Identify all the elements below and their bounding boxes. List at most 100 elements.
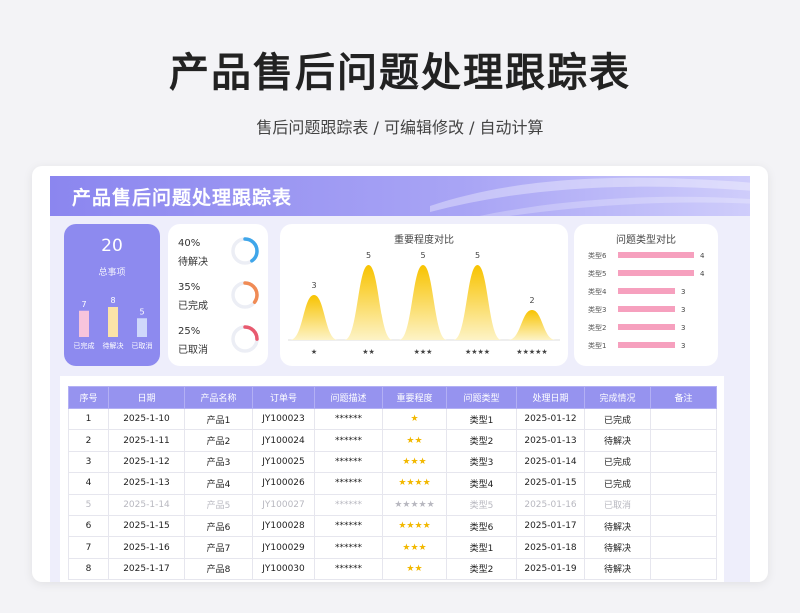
table-row[interactable]: 1 2025-1-10 产品1 JY100023 ****** ★ 类型1 2025-01-1… (68, 407, 717, 431)
table-cell-type[interactable]: 类型1 (446, 536, 517, 559)
column-header[interactable]: 产品名称 (184, 386, 253, 409)
table-cell-note[interactable] (650, 557, 717, 581)
column-header[interactable]: 日期 (108, 386, 185, 409)
table-cell-handled[interactable]: 2025-01-18 (516, 536, 585, 559)
table-cell-product[interactable]: 产品5 (184, 493, 253, 516)
table-cell-type[interactable]: 类型5 (446, 493, 517, 516)
table-cell-type[interactable]: 类型3 (446, 450, 517, 474)
table-cell-product[interactable]: 产品1 (184, 407, 253, 431)
table-cell-note[interactable] (650, 407, 717, 431)
table-cell-date[interactable]: 2025-1-14 (108, 493, 185, 516)
table-cell-product[interactable]: 产品2 (184, 429, 253, 452)
table-cell-status[interactable]: 待解决 (584, 557, 651, 581)
table-cell-note[interactable] (650, 472, 717, 495)
table-cell-stars[interactable]: ★★★★★ (382, 493, 447, 516)
table-cell-order[interactable]: JY100030 (252, 557, 315, 581)
table-cell-order[interactable]: JY100025 (252, 450, 315, 474)
column-header[interactable]: 问题类型 (446, 386, 517, 409)
table-cell-no[interactable]: 6 (68, 514, 109, 538)
table-cell-type[interactable]: 类型1 (446, 407, 517, 431)
column-header[interactable]: 处理日期 (516, 386, 585, 409)
column-header[interactable]: 重要程度 (382, 386, 447, 409)
table-cell-handled[interactable]: 2025-01-17 (516, 514, 585, 538)
table-cell-desc[interactable]: ****** (314, 536, 383, 559)
table-cell-product[interactable]: 产品6 (184, 514, 253, 538)
table-cell-order[interactable]: JY100023 (252, 407, 315, 431)
table-cell-type[interactable]: 类型4 (446, 472, 517, 495)
table-cell-handled[interactable]: 2025-01-15 (516, 472, 585, 495)
table-cell-date[interactable]: 2025-1-17 (108, 557, 185, 581)
table-cell-order[interactable]: JY100029 (252, 536, 315, 559)
table-cell-date[interactable]: 2025-1-16 (108, 536, 185, 559)
table-cell-desc[interactable]: ****** (314, 557, 383, 581)
table-cell-date[interactable]: 2025-1-10 (108, 407, 185, 431)
table-cell-no[interactable]: 7 (68, 536, 109, 559)
table-cell-order[interactable]: JY100024 (252, 429, 315, 452)
table-row[interactable]: 6 2025-1-15 产品6 JY100028 ****** ★★★★ 类型6 2025-0… (68, 514, 717, 538)
table-cell-product[interactable]: 产品8 (184, 557, 253, 581)
table-cell-desc[interactable]: ****** (314, 407, 383, 431)
table-cell-stars[interactable]: ★ (382, 407, 447, 431)
table-cell-note[interactable] (650, 429, 717, 452)
table-cell-product[interactable]: 产品4 (184, 472, 253, 495)
table-cell-note[interactable] (650, 514, 717, 538)
column-header[interactable]: 备注 (650, 386, 717, 409)
table-row[interactable]: 3 2025-1-12 产品3 JY100025 ****** ★★★ 类型3 2025-01… (68, 450, 717, 474)
table-row[interactable]: 5 2025-1-14 产品5 JY100027 ****** ★★★★★ 类型5 2025-… (68, 493, 717, 516)
table-cell-desc[interactable]: ****** (314, 429, 383, 452)
table-row[interactable]: 4 2025-1-13 产品4 JY100026 ****** ★★★★ 类型4 2025-0… (68, 472, 717, 495)
table-cell-type[interactable]: 类型2 (446, 557, 517, 581)
table-cell-desc[interactable]: ****** (314, 450, 383, 474)
table-cell-status[interactable]: 已完成 (584, 407, 651, 431)
table-cell-date[interactable]: 2025-1-12 (108, 450, 185, 474)
column-header[interactable]: 序号 (68, 386, 109, 409)
table-cell-status[interactable]: 待解决 (584, 429, 651, 452)
table-cell-order[interactable]: JY100027 (252, 493, 315, 516)
table-cell-handled[interactable]: 2025-01-13 (516, 429, 585, 452)
table-cell-stars[interactable]: ★★★ (382, 536, 447, 559)
table-row[interactable]: 7 2025-1-16 产品7 JY100029 ****** ★★★ 类型1 2025-01… (68, 536, 717, 559)
table-cell-order[interactable]: JY100026 (252, 472, 315, 495)
table-cell-no[interactable]: 8 (68, 557, 109, 581)
table-cell-desc[interactable]: ****** (314, 472, 383, 495)
table-cell-stars[interactable]: ★★★★ (382, 514, 447, 538)
table-cell-status[interactable]: 待解决 (584, 514, 651, 538)
table-cell-product[interactable]: 产品3 (184, 450, 253, 474)
table-row[interactable]: 8 2025-1-17 产品8 JY100030 ****** ★★ 类型2 2025-01-… (68, 557, 717, 581)
table-row[interactable]: 2 2025-1-11 产品2 JY100024 ****** ★★ 类型2 2025-01-… (68, 429, 717, 452)
table-cell-date[interactable]: 2025-1-11 (108, 429, 185, 452)
table-cell-stars[interactable]: ★★★★ (382, 472, 447, 495)
table-cell-handled[interactable]: 2025-01-12 (516, 407, 585, 431)
table-cell-stars[interactable]: ★★ (382, 557, 447, 581)
column-header[interactable]: 问题描述 (314, 386, 383, 409)
table-cell-type[interactable]: 类型2 (446, 429, 517, 452)
table-cell-date[interactable]: 2025-1-15 (108, 514, 185, 538)
table-cell-desc[interactable]: ****** (314, 493, 383, 516)
table-cell-handled[interactable]: 2025-01-19 (516, 557, 585, 581)
table-cell-handled[interactable]: 2025-01-16 (516, 493, 585, 516)
table-cell-note[interactable] (650, 450, 717, 474)
table-cell-order[interactable]: JY100028 (252, 514, 315, 538)
table-cell-no[interactable]: 5 (68, 493, 109, 516)
table-cell-date[interactable]: 2025-1-13 (108, 472, 185, 495)
table-cell-desc[interactable]: ****** (314, 514, 383, 538)
table-cell-no[interactable]: 4 (68, 472, 109, 495)
table-cell-stars[interactable]: ★★ (382, 429, 447, 452)
table-cell-status[interactable]: 已完成 (584, 472, 651, 495)
table-cell-no[interactable]: 2 (68, 429, 109, 452)
table-cell-stars[interactable]: ★★★ (382, 450, 447, 474)
percentage-row: 35% 已完成 (178, 280, 262, 316)
column-header[interactable]: 订单号 (252, 386, 315, 409)
table-cell-no[interactable]: 1 (68, 407, 109, 431)
table-cell-no[interactable]: 3 (68, 450, 109, 474)
table-cell-status[interactable]: 已完成 (584, 450, 651, 474)
table-cell-status[interactable]: 待解决 (584, 536, 651, 559)
table-cell-product[interactable]: 产品7 (184, 536, 253, 559)
table-cell-note[interactable] (650, 493, 717, 516)
table-cell-status[interactable]: 已取消 (584, 493, 651, 516)
table-cell-type[interactable]: 类型6 (446, 514, 517, 538)
table-cell-note[interactable] (650, 536, 717, 559)
column-header[interactable]: 完成情况 (584, 386, 651, 409)
status-bar-value: 5 (139, 307, 144, 316)
table-cell-handled[interactable]: 2025-01-14 (516, 450, 585, 474)
